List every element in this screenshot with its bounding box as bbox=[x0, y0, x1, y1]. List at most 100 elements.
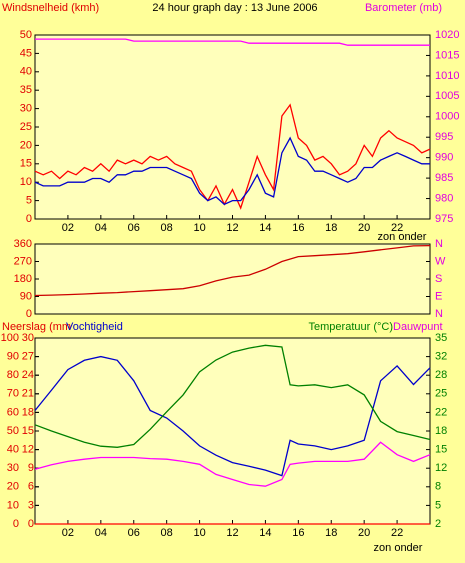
x-tick-label: 10 bbox=[193, 222, 205, 234]
y3-tick-label: 12 bbox=[22, 444, 34, 456]
y-axis-label: Windsnelheid (kmh) bbox=[2, 2, 99, 14]
y2-tick-label: N bbox=[435, 308, 443, 320]
x-tick-label: 08 bbox=[161, 222, 173, 234]
annotation: zon onder bbox=[374, 542, 423, 554]
y2-tick-label: 12 bbox=[435, 462, 447, 474]
x-tick-label: 12 bbox=[226, 527, 238, 539]
y3-tick-label: 15 bbox=[22, 425, 34, 437]
y-tick-label: 30 bbox=[20, 103, 32, 115]
y-tick-label: 35 bbox=[20, 84, 32, 96]
y3-axis-label: Vochtigheid bbox=[66, 321, 123, 333]
y2-axis-label: Barometer (mb) bbox=[365, 2, 442, 14]
y-tick-label: 20 bbox=[20, 139, 32, 151]
y2-tick-label: 5 bbox=[435, 499, 441, 511]
y2-tick-label: 1005 bbox=[435, 90, 459, 102]
chart-title: 24 hour graph day : 13 June 2006 bbox=[152, 2, 317, 14]
y-tick-label: 40 bbox=[7, 444, 19, 456]
x-tick-label: 08 bbox=[161, 527, 173, 539]
y2-axis-label: Temperatuur (°C) bbox=[309, 321, 393, 333]
y2-tick-label: 18 bbox=[435, 425, 447, 437]
y2-tick-label: 980 bbox=[435, 192, 453, 204]
data-line bbox=[34, 441, 431, 487]
x-tick-label: 04 bbox=[95, 222, 107, 234]
y3-tick-label: 30 bbox=[22, 332, 34, 344]
data-line bbox=[34, 344, 431, 448]
data-line bbox=[35, 38, 430, 46]
x-tick-label: 06 bbox=[128, 222, 140, 234]
y3-tick-label: 21 bbox=[22, 388, 34, 400]
y-tick-label: 50 bbox=[7, 425, 19, 437]
y2-tick-label: 35 bbox=[435, 332, 447, 344]
y2-tick-label: 15 bbox=[435, 444, 447, 456]
y2-tick-label: N bbox=[435, 238, 443, 250]
y-tick-label: 90 bbox=[20, 290, 32, 302]
y-tick-label: 100 bbox=[1, 332, 19, 344]
y2-tick-label: 1020 bbox=[435, 29, 459, 41]
y2-tick-label: 1015 bbox=[435, 49, 459, 61]
x-tick-label: 12 bbox=[226, 222, 238, 234]
y-tick-label: 20 bbox=[7, 481, 19, 493]
y-tick-label: 180 bbox=[14, 273, 32, 285]
x-tick-label: 22 bbox=[391, 527, 403, 539]
x-tick-label: 18 bbox=[325, 527, 337, 539]
y-axis-label: Neerslag (mm bbox=[2, 321, 71, 333]
y-tick-label: 15 bbox=[20, 158, 32, 170]
annotation: zon onder bbox=[378, 231, 427, 243]
y-tick-label: 0 bbox=[26, 308, 32, 320]
x-tick-label: 22 bbox=[391, 222, 403, 234]
x-tick-label: 02 bbox=[62, 527, 74, 539]
plot-area bbox=[34, 34, 431, 220]
x-tick-label: 10 bbox=[193, 527, 205, 539]
y-tick-label: 90 bbox=[7, 351, 19, 363]
y2-tick-label: E bbox=[435, 290, 442, 302]
y3-tick-label: 3 bbox=[28, 499, 34, 511]
x-tick-label: 20 bbox=[358, 527, 370, 539]
y-tick-label: 80 bbox=[7, 369, 19, 381]
x-tick-label: 16 bbox=[292, 222, 304, 234]
y-tick-label: 45 bbox=[20, 47, 32, 59]
y2-tick-label: 990 bbox=[435, 152, 453, 164]
y3-tick-label: 18 bbox=[22, 406, 34, 418]
x-tick-label: 02 bbox=[62, 222, 74, 234]
y3-tick-label: 24 bbox=[22, 369, 34, 381]
y2-tick-label: 32 bbox=[435, 351, 447, 363]
plot-area bbox=[34, 243, 431, 315]
y3-tick-label: 27 bbox=[22, 351, 34, 363]
y3-tick-label: 9 bbox=[28, 462, 34, 474]
y2-tick-label: 1010 bbox=[435, 70, 459, 82]
x-tick-label: 14 bbox=[259, 222, 271, 234]
y-tick-label: 10 bbox=[20, 176, 32, 188]
x-tick-label: 04 bbox=[95, 527, 107, 539]
y-tick-label: 0 bbox=[26, 213, 32, 225]
y2-tick-label: 8 bbox=[435, 481, 441, 493]
data-line bbox=[34, 136, 430, 206]
y2-tick-label: 22 bbox=[435, 406, 447, 418]
x-tick-label: 06 bbox=[128, 527, 140, 539]
y-tick-label: 5 bbox=[26, 195, 32, 207]
y3-tick-label: 0 bbox=[28, 518, 34, 530]
y2-tick-label: 975 bbox=[435, 213, 453, 225]
y2-tick-label: 25 bbox=[435, 388, 447, 400]
y-tick-label: 0 bbox=[13, 518, 19, 530]
y-tick-label: 25 bbox=[20, 121, 32, 133]
y2-tick-label: 995 bbox=[435, 131, 453, 143]
y2-tick-label: W bbox=[435, 255, 446, 267]
data-line bbox=[34, 244, 431, 297]
data-line bbox=[34, 103, 431, 210]
y2-tick-label: 28 bbox=[435, 369, 447, 381]
y3-tick-label: 6 bbox=[28, 481, 34, 493]
y2-axis-label: Dauwpunt bbox=[393, 321, 443, 333]
x-tick-label: 14 bbox=[259, 527, 271, 539]
y2-tick-label: S bbox=[435, 273, 442, 285]
y2-tick-label: 1000 bbox=[435, 111, 459, 123]
y-tick-label: 40 bbox=[20, 66, 32, 78]
y-tick-label: 360 bbox=[14, 238, 32, 250]
x-tick-label: 18 bbox=[325, 222, 337, 234]
y-tick-label: 70 bbox=[7, 388, 19, 400]
x-tick-label: 16 bbox=[292, 527, 304, 539]
data-line bbox=[34, 355, 431, 477]
y2-tick-label: 985 bbox=[435, 172, 453, 184]
y-tick-label: 10 bbox=[7, 499, 19, 511]
